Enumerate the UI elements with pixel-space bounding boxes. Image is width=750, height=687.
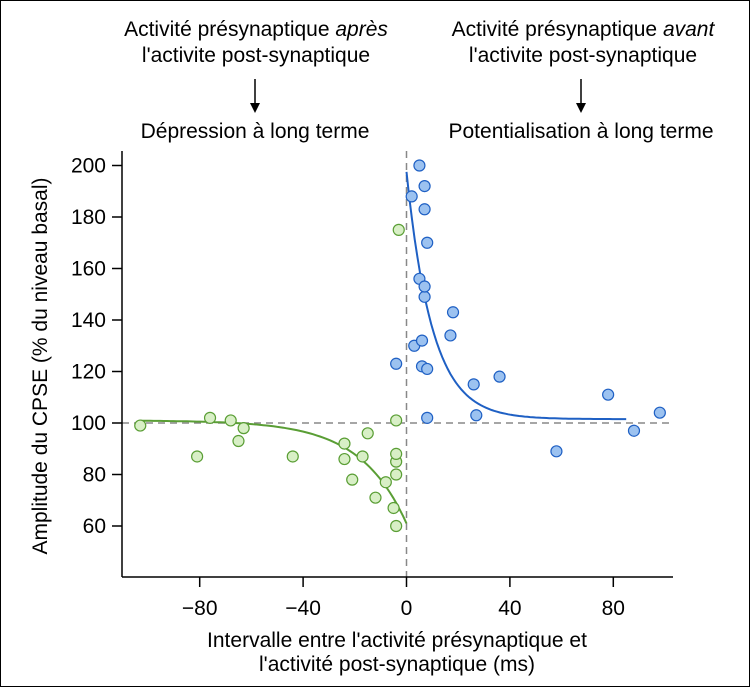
reference-lines [122,151,673,577]
x-axis-title-line2: l'activité post-synaptique (ms) [259,653,535,676]
annotation-after-line2: l'activite post-synaptique [141,44,371,67]
depression-point [338,437,351,450]
region-label-depression: Dépression à long terme [141,120,370,143]
y-tick-label: 140 [71,309,106,332]
depression-point [232,434,245,448]
potentiation-point [390,357,403,370]
arrow-after-head [250,103,260,113]
arrow-before-head [576,103,586,113]
depression-point [369,491,382,504]
potentiation-point [405,190,418,203]
depression-point [338,452,351,466]
potentiation-point [602,388,615,401]
depression-point [346,473,359,486]
depression-point [392,223,405,236]
ticks: 60 80 100 120 140 160 180 200 −80 −40 0 40 80 [71,155,625,621]
x-axis-title-line1: Intervalle entre l'activité présynaptiqu… [207,629,587,652]
annotation-after: Activité présynaptique après l'activite … [76,17,436,69]
x-tick-label: 40 [498,597,521,620]
potentiation-point [653,406,666,419]
annotation-arrows [250,79,586,113]
potentiation-point [446,306,460,319]
annotation-after-emphasis: après [335,18,388,41]
y-tick-label: 120 [71,361,106,384]
depression-point [390,519,403,533]
x-tick-label: −80 [182,597,218,620]
annotation-after-prefix: Activité présynaptique [124,18,336,41]
x-tick-label: 80 [602,597,625,620]
annotation-before-prefix: Activité présynaptique [451,18,663,41]
depression-point [390,468,403,481]
x-tick-label: 0 [401,597,413,620]
annotation-before: Activité présynaptique avant l'activite … [403,17,750,69]
depression-point [356,450,369,463]
region-label-potentiation: Potentialisation à long terme [449,120,714,143]
potentiation-point [444,329,457,342]
depression-point [134,419,147,432]
y-tick-label: 60 [83,515,106,538]
annotation-before-emphasis: avant [662,18,715,41]
potentiation-point [550,445,563,458]
axes [121,151,673,578]
annotation-before-line2: l'activite post-synaptique [468,44,698,67]
y-tick-label: 100 [71,412,106,435]
potentiation-point [467,378,480,391]
potentiation-point [421,362,434,376]
y-tick-label: 180 [71,206,106,229]
potentiation-point [627,424,641,437]
potentiation-point [415,334,429,347]
depression-point [361,427,374,440]
data-points [134,159,666,533]
depression-point [387,501,400,515]
potentiation-point [493,370,506,383]
depression-point [237,422,250,435]
potentiation-point [421,236,434,249]
depression-point [390,447,403,460]
potentiation-point [413,159,426,172]
potentiation-point [470,409,483,422]
depression-point [379,476,392,489]
y-tick-label: 160 [71,258,106,281]
potentiation-point [421,411,434,424]
depression-point [224,414,237,427]
potentiation-point [418,203,431,216]
depression-point [286,450,299,463]
depression-point [203,411,217,424]
potentiation_fit-curve [405,171,627,421]
depression-point [390,414,403,427]
potentiation-point [418,280,431,293]
potentiation-point [418,180,431,193]
fit-curves [140,171,627,524]
depression-point [191,450,204,463]
y-tick-label: 200 [71,155,106,178]
y-tick-label: 80 [83,464,106,487]
x-tick-label: −40 [285,597,321,620]
y-axis-title: Amplitude du CPSE (% du niveau basal) [29,177,52,554]
potentiation-point [418,290,431,303]
